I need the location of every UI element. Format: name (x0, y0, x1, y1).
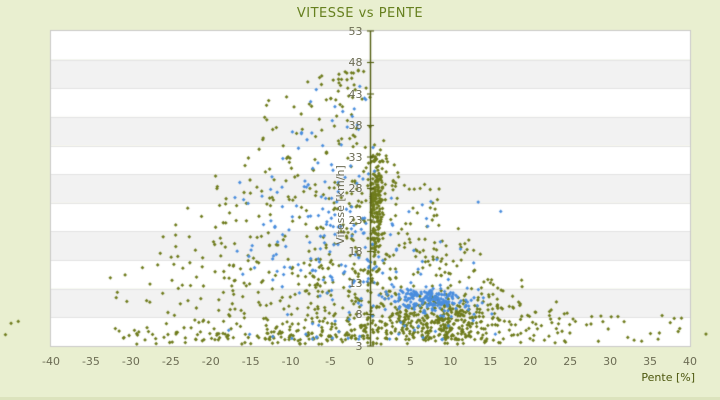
y-tick-label: 8 (355, 308, 363, 321)
x-tick-label: -35 (81, 355, 100, 368)
window-bottom-edge (0, 397, 720, 400)
x-tick-label: -30 (121, 355, 140, 368)
y-tick-label: 48 (348, 56, 363, 69)
x-tick-label: -25 (161, 355, 180, 368)
y-axis-title: Vitesse [km/h] (334, 165, 347, 245)
x-tick-label: 20 (523, 355, 538, 368)
x-tick-label: -15 (241, 355, 260, 368)
y-tick-label: 43 (348, 87, 363, 101)
y-tick-label: 38 (348, 119, 363, 132)
x-tick-label: 25 (563, 355, 578, 368)
x-tick-label: 5 (406, 355, 414, 368)
y-tick-label: 18 (348, 245, 363, 258)
x-tick-label: -10 (281, 355, 300, 368)
y-tick-label: 3 (355, 339, 363, 353)
x-tick-label: 30 (603, 355, 618, 368)
x-tick-label: -40 (42, 355, 60, 368)
y-tick-label: 28 (348, 182, 363, 195)
x-tick-label: -5 (325, 355, 337, 368)
x-tick-label: 10 (443, 355, 458, 368)
chart-title: VITESSE vs PENTE (296, 6, 424, 21)
x-tick-label: 40 (683, 355, 697, 368)
y-tick-label: 13 (348, 276, 363, 290)
x-axis-title: Pente [%] (641, 371, 695, 384)
x-tick-label: 0 (367, 355, 374, 368)
y-tick-label: 33 (348, 150, 363, 164)
y-tick-label: 23 (348, 213, 363, 227)
y-tick-label: 53 (348, 24, 363, 38)
x-tick-label: -20 (201, 355, 220, 368)
x-tick-label: 15 (483, 355, 498, 368)
x-tick-label: 35 (643, 355, 658, 368)
